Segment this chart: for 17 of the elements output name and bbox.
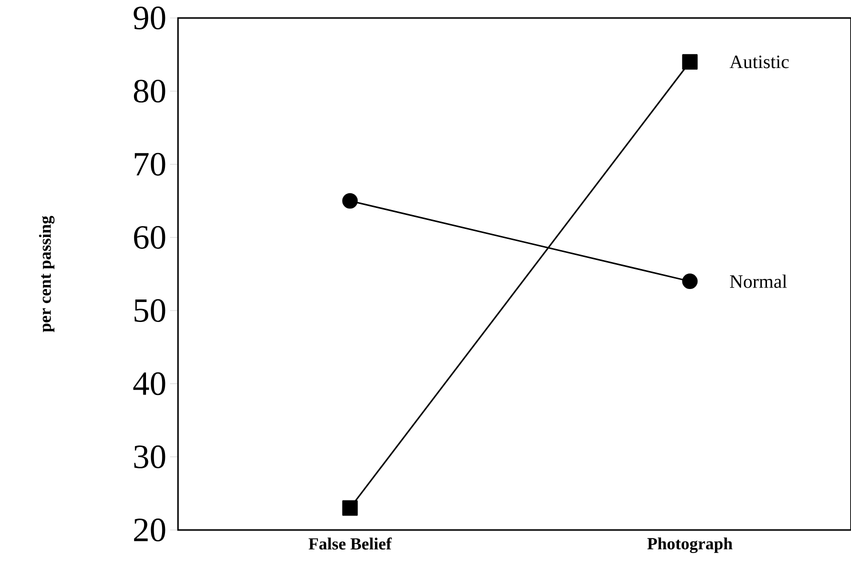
point <box>342 500 358 516</box>
y-tick-label: 60 <box>134 226 166 249</box>
y-tick-label: 80 <box>134 80 166 103</box>
y-tick-label: 20 <box>134 518 166 542</box>
point <box>342 193 358 209</box>
y-tick-label: 30 <box>134 445 166 468</box>
y-tick-label: 70 <box>134 152 166 176</box>
point <box>682 274 698 290</box>
y-tick-label: 40 <box>133 372 166 396</box>
x-tick-label: Photograph <box>647 538 732 553</box>
y-tick-label: 90 <box>134 6 166 30</box>
series-label: Normal <box>730 274 787 288</box>
series-label: Autistic <box>730 56 789 68</box>
y-tick-label: 50 <box>134 299 166 322</box>
point <box>682 54 698 70</box>
x-tick-label: False Belief <box>308 538 392 550</box>
y-axis-title: per cent passing <box>39 216 54 332</box>
